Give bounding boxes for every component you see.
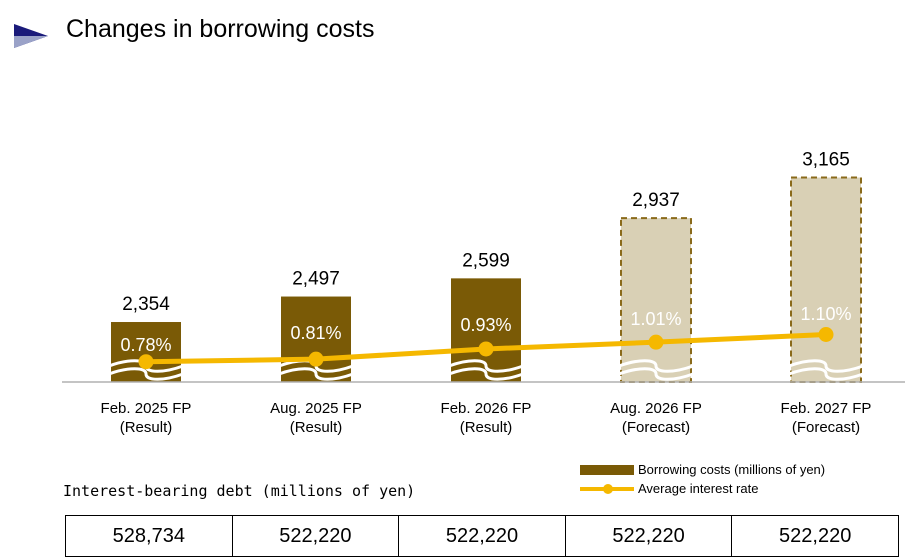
axis-break-mark xyxy=(788,359,864,373)
debt-cell: 522,220 xyxy=(564,515,733,557)
debt-cell: 522,220 xyxy=(731,515,899,557)
x-tick-label: (Result) xyxy=(120,419,173,436)
x-tick-label: Feb. 2027 FP xyxy=(781,400,872,417)
rate-point xyxy=(478,341,494,357)
legend-item-borrowing-costs: Borrowing costs (millions of yen) xyxy=(580,460,825,479)
axis-break-mark xyxy=(278,367,354,381)
debt-cell: 522,220 xyxy=(398,515,566,557)
bar-value-label: 2,937 xyxy=(632,190,680,211)
page-title: Changes in borrowing costs xyxy=(66,15,375,43)
rate-point xyxy=(648,334,664,350)
axis-break-mark xyxy=(788,367,864,381)
legend-swatch-bar xyxy=(580,464,634,475)
rate-point xyxy=(818,327,834,342)
rate-point xyxy=(138,354,154,370)
axis-break-mark xyxy=(448,367,524,381)
x-tick-label: (Forecast) xyxy=(622,419,690,436)
rate-label: 0.81% xyxy=(290,323,341,343)
x-tick-label: (Forecast) xyxy=(792,419,860,436)
legend-item-interest-rate: Average interest rate xyxy=(580,479,825,498)
bar xyxy=(790,176,862,383)
rate-label: 0.78% xyxy=(120,335,171,355)
debt-cell: 528,734 xyxy=(65,515,233,557)
bar-value-label: 3,165 xyxy=(802,149,850,170)
axis-break-mark xyxy=(618,359,694,373)
bar-value-label: 2,599 xyxy=(462,250,510,271)
debt-table-row: 528,734 522,220 522,220 522,220 522,220 xyxy=(65,515,899,557)
bar-value-label: 2,497 xyxy=(292,269,340,290)
chart: 2,354 2,497 2,599 2,937 3,165 0.78% 0.81% 0.93… xyxy=(62,149,905,436)
rate-label: 1.10% xyxy=(800,304,851,324)
bar-value-label: 2,354 xyxy=(122,294,170,315)
rate-label: 0.93% xyxy=(460,315,511,335)
x-tick-label: Aug. 2026 FP xyxy=(610,400,702,417)
axis-break-mark xyxy=(448,359,524,373)
x-tick-label: Feb. 2025 FP xyxy=(101,400,192,417)
x-tick-label: Aug. 2025 FP xyxy=(270,400,362,417)
debt-table-label: Interest-bearing debt (millions of yen) xyxy=(63,482,416,500)
legend-swatch-line xyxy=(580,483,634,494)
bar xyxy=(620,217,692,383)
title-arrow-icon xyxy=(14,24,48,48)
legend-label-interest-rate: Average interest rate xyxy=(638,481,759,496)
rate-point xyxy=(308,351,324,367)
legend-label-borrowing-costs: Borrowing costs (millions of yen) xyxy=(638,462,826,477)
x-tick-label: Feb. 2026 FP xyxy=(441,400,532,417)
legend: Borrowing costs (millions of yen) Averag… xyxy=(580,460,825,498)
axis-break-mark xyxy=(618,367,694,381)
rate-label: 1.01% xyxy=(630,309,681,329)
x-tick-label: (Result) xyxy=(290,419,343,436)
x-tick-label: (Result) xyxy=(460,419,513,436)
debt-table: 528,734 522,220 522,220 522,220 522,220 xyxy=(65,515,899,557)
debt-cell: 522,220 xyxy=(231,515,400,557)
axis-break-mark xyxy=(108,367,184,381)
